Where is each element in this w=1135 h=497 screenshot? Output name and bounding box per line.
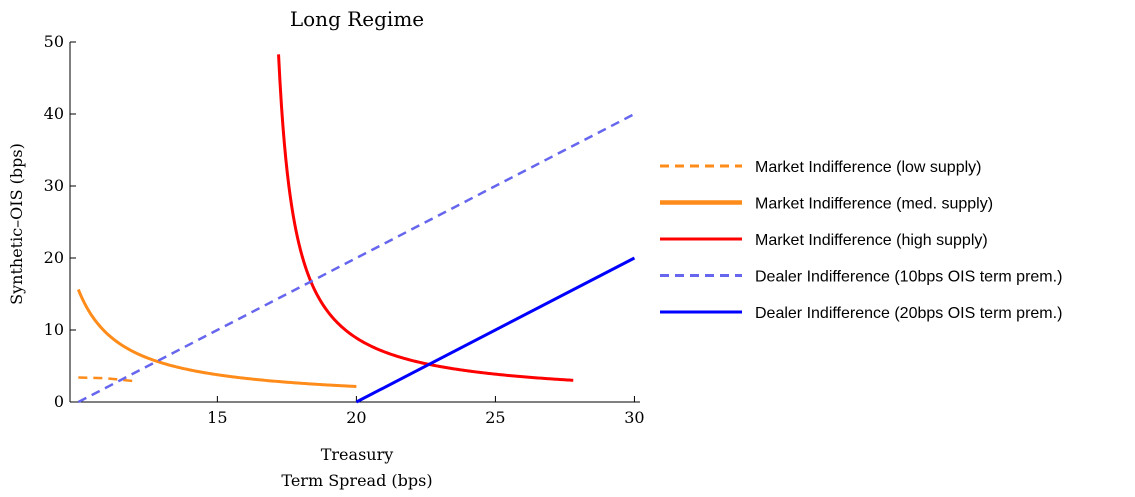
legend-label-2: Market Indifference (med. supply) [755,196,993,213]
y-tick-label: 50 [44,32,64,51]
x-tick-label: 30 [624,408,644,427]
y-tick-label: 10 [44,320,64,339]
y-tick-label: 40 [44,104,64,123]
x-axis-label-line2: Term Spread (bps) [281,471,432,490]
y-tick-label: 0 [54,392,64,411]
tick-group: 15 20 25 30 0 10 20 30 40 50 [44,32,645,427]
legend-label-1: Market Indifference (low supply) [755,159,981,176]
x-tick-label: 20 [346,408,366,427]
y-tick-label: 20 [44,248,64,267]
legend-label-5: Dealer Indifference (20bps OIS term prem… [755,305,1062,322]
x-axis-label-line1: Treasury [321,445,394,464]
y-tick-label: 30 [44,176,64,195]
chart-title: Long Regime [290,7,424,31]
legend-label-4: Dealer Indifference (10bps OIS term prem… [755,269,1062,286]
x-tick-label: 25 [485,408,505,427]
x-tick-label: 15 [207,408,227,427]
legend-label-3: Market Indifference (high supply) [755,232,988,249]
series-layer [76,54,636,404]
series-line-2 [76,288,357,388]
plot-area: 15 20 25 30 0 10 20 30 40 50 [44,32,645,427]
y-axis-label: Synthetic–OIS (bps) [7,143,26,305]
series-line-4 [77,112,636,404]
series-line-5 [355,256,636,404]
legend: Market Indifference (low supply) Market I… [660,159,1062,322]
series-line-3 [277,54,574,382]
series-line-1 [78,376,135,383]
